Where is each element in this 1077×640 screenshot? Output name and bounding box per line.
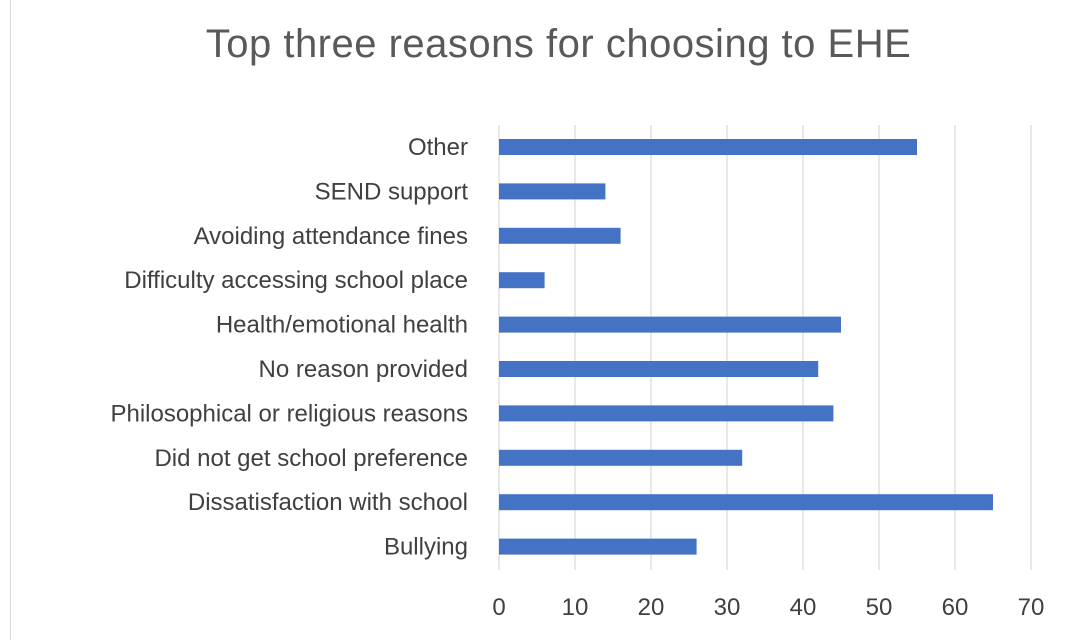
bar: [499, 316, 841, 333]
bar: [499, 227, 621, 244]
bar: [499, 272, 545, 289]
category-label: SEND support: [315, 178, 469, 205]
bar: [499, 538, 697, 555]
bar: [499, 494, 993, 511]
x-tick-label: 30: [714, 594, 741, 621]
category-label: Health/emotional health: [216, 312, 468, 339]
x-tick-label: 40: [790, 594, 817, 621]
bars: [499, 139, 993, 555]
category-label: Did not get school preference: [154, 445, 468, 472]
x-tick-label: 0: [492, 594, 505, 621]
category-label: Avoiding attendance fines: [194, 223, 468, 250]
category-label: No reason provided: [259, 356, 468, 383]
x-tick-label: 70: [1018, 594, 1045, 621]
x-tick-label: 20: [638, 594, 665, 621]
category-label: Bullying: [384, 534, 468, 561]
x-tick-label: 50: [866, 594, 893, 621]
frame-border: [10, 0, 11, 640]
x-tick-label: 10: [562, 594, 589, 621]
chart-title: Top three reasons for choosing to EHE: [205, 22, 912, 66]
category-labels: Other SEND support Avoiding attendance fin…: [110, 134, 468, 561]
bar: [499, 405, 834, 422]
category-label: Other: [408, 134, 468, 161]
bar: [499, 361, 819, 377]
x-tick-labels: 0 10 20 30 40 50 60 70: [492, 594, 1044, 621]
category-label: Dissatisfaction with school: [188, 489, 468, 516]
category-label: Difficulty accessing school place: [124, 267, 468, 294]
bar: [499, 139, 917, 155]
bar: [499, 183, 606, 200]
category-label: Philosophical or religious reasons: [110, 400, 468, 427]
bar: [499, 449, 743, 466]
x-tick-label: 60: [942, 594, 969, 621]
